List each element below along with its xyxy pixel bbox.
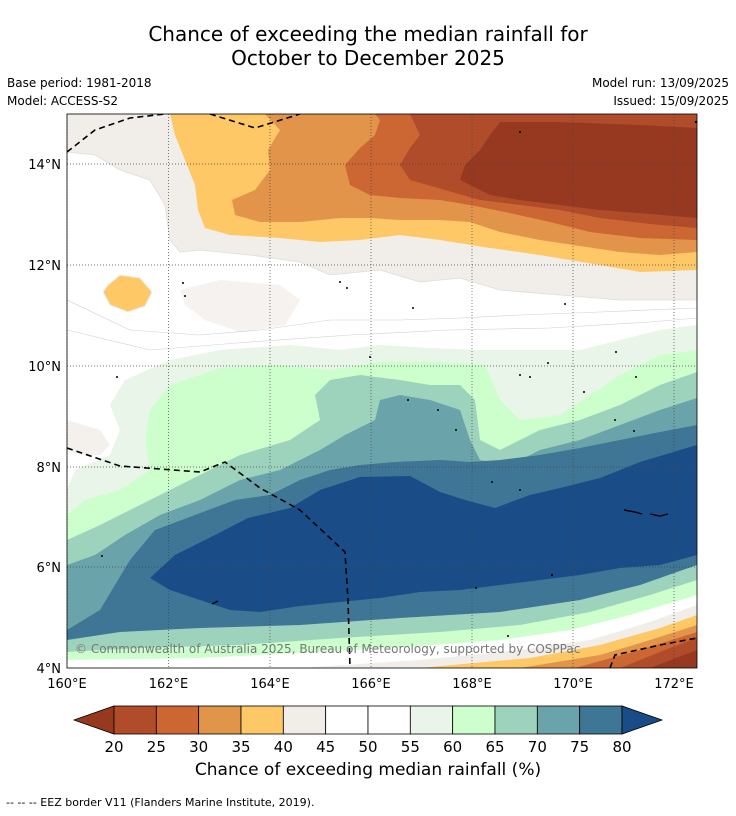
longitude-labels: 160°E 162°E 164°E 166°E 168°E 170°E 172°… [47,677,694,692]
colorbar-box [198,705,242,735]
lat-label: 12°N [28,259,61,274]
title-line-1: Chance of exceeding the median rainfall … [148,22,588,46]
colorbar-tick-label: 20 [104,738,123,756]
map-gridlines [66,114,697,668]
colorbar-tick-label: 80 [612,738,631,756]
colorbar-box [113,705,157,735]
title-line-2: October to December 2025 [231,46,505,70]
colorbar-tick-label: 30 [189,738,208,756]
eez-border [67,114,697,668]
meta-left: Base period: 1981-2018 Model: ACCESS-S2 [7,74,152,110]
colorbar-tick-label: 25 [147,738,166,756]
islands [101,120,698,637]
lat-label: 4°N [37,662,62,677]
colorbar-label: Chance of exceeding median rainfall (%) [194,760,542,780]
lon-label: 166°E [351,677,391,692]
copyright-notice: © Commonwealth of Australia 2025, Bureau… [75,642,580,656]
base-period: Base period: 1981-2018 [7,76,152,90]
lon-label: 162°E [149,677,189,692]
lon-label: 160°E [47,677,87,692]
colorbar-tick-label: 40 [274,738,293,756]
colorbar-box [155,705,200,735]
latitude-labels: 14°N 12°N 10°N 8°N 6°N 4°N [28,158,61,677]
colorbar-extend-low [72,705,115,735]
colorbar-tick-label: 70 [528,738,547,756]
colorbar-box [367,705,411,735]
colorbar-box [452,705,496,735]
model-run: Model run: 13/09/2025 [591,76,729,90]
lat-label: 8°N [37,461,62,476]
map-frame [66,113,698,669]
colorbar-box [579,705,623,735]
issued-date: Issued: 15/09/2025 [613,94,729,108]
lat-label: 14°N [28,158,61,173]
meta-right: Model run: 13/09/2025 Issued: 15/09/2025 [592,74,729,110]
colorbar-tick-label: 65 [485,738,504,756]
model-name: Model: ACCESS-S2 [7,94,119,108]
colorbar-tick-label: 50 [358,738,377,756]
colorbar-tick-label: 35 [231,738,250,756]
map-title: Chance of exceeding the median rainfall … [0,22,736,70]
lon-label: 164°E [250,677,290,692]
colorbar-tick-label: 75 [570,738,589,756]
colorbar-tick-label: 45 [316,738,335,756]
colorbar-box [494,705,538,735]
colorbar-box [409,705,454,735]
colorbar: 20 25 30 35 40 45 50 55 60 65 70 75 80 [72,705,664,756]
colorbar-tick-label: 55 [401,738,420,756]
colorbar-tick-label: 60 [443,738,462,756]
lon-label: 168°E [452,677,492,692]
lon-label: 170°E [553,677,593,692]
colorbar-box [240,705,284,735]
eez-footnote: -- -- -- EEZ border V11 (Flanders Marine… [6,796,315,809]
contour-fields [67,114,697,668]
lat-label: 10°N [28,360,61,375]
colorbar-box [325,705,369,735]
colorbar-box [282,705,327,735]
colorbar-extend-high [621,705,664,735]
lat-label: 6°N [37,561,62,576]
lon-label: 172°E [654,677,694,692]
colorbar-box [536,705,581,735]
atoll-outlines [211,509,669,605]
